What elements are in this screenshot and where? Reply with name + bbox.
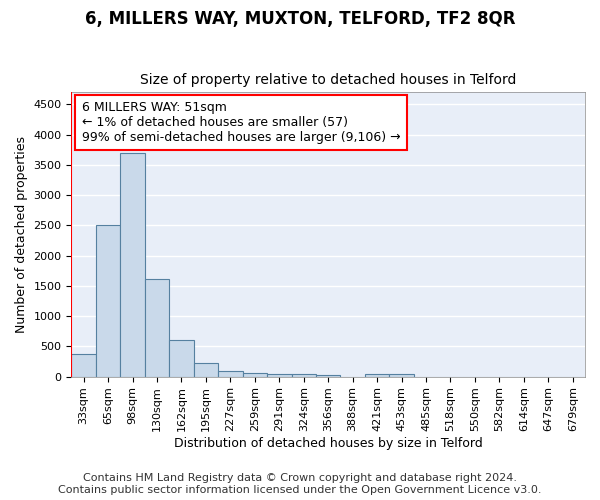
Bar (267, 374, 292, 376)
Text: Contains HM Land Registry data © Crown copyright and database right 2024.
Contai: Contains HM Land Registry data © Crown c… (58, 474, 542, 495)
Y-axis label: Number of detached properties: Number of detached properties (15, 136, 28, 333)
Bar (316, 375, 340, 376)
Bar (292, 374, 316, 376)
X-axis label: Distribution of detached houses by size in Telford: Distribution of detached houses by size … (174, 437, 482, 450)
Bar (71, 354, 96, 376)
Bar (169, 340, 194, 376)
Bar (145, 278, 169, 376)
Bar (96, 226, 121, 376)
Title: Size of property relative to detached houses in Telford: Size of property relative to detached ho… (140, 73, 517, 87)
Text: 6 MILLERS WAY: 51sqm
← 1% of detached houses are smaller (57)
99% of semi-detach: 6 MILLERS WAY: 51sqm ← 1% of detached ho… (82, 101, 400, 144)
Text: 6, MILLERS WAY, MUXTON, TELFORD, TF2 8QR: 6, MILLERS WAY, MUXTON, TELFORD, TF2 8QR (85, 10, 515, 28)
Bar (121, 153, 145, 376)
Bar (242, 373, 267, 376)
Bar (365, 374, 389, 376)
Bar (389, 374, 414, 376)
Bar (194, 364, 218, 376)
Bar (218, 370, 242, 376)
